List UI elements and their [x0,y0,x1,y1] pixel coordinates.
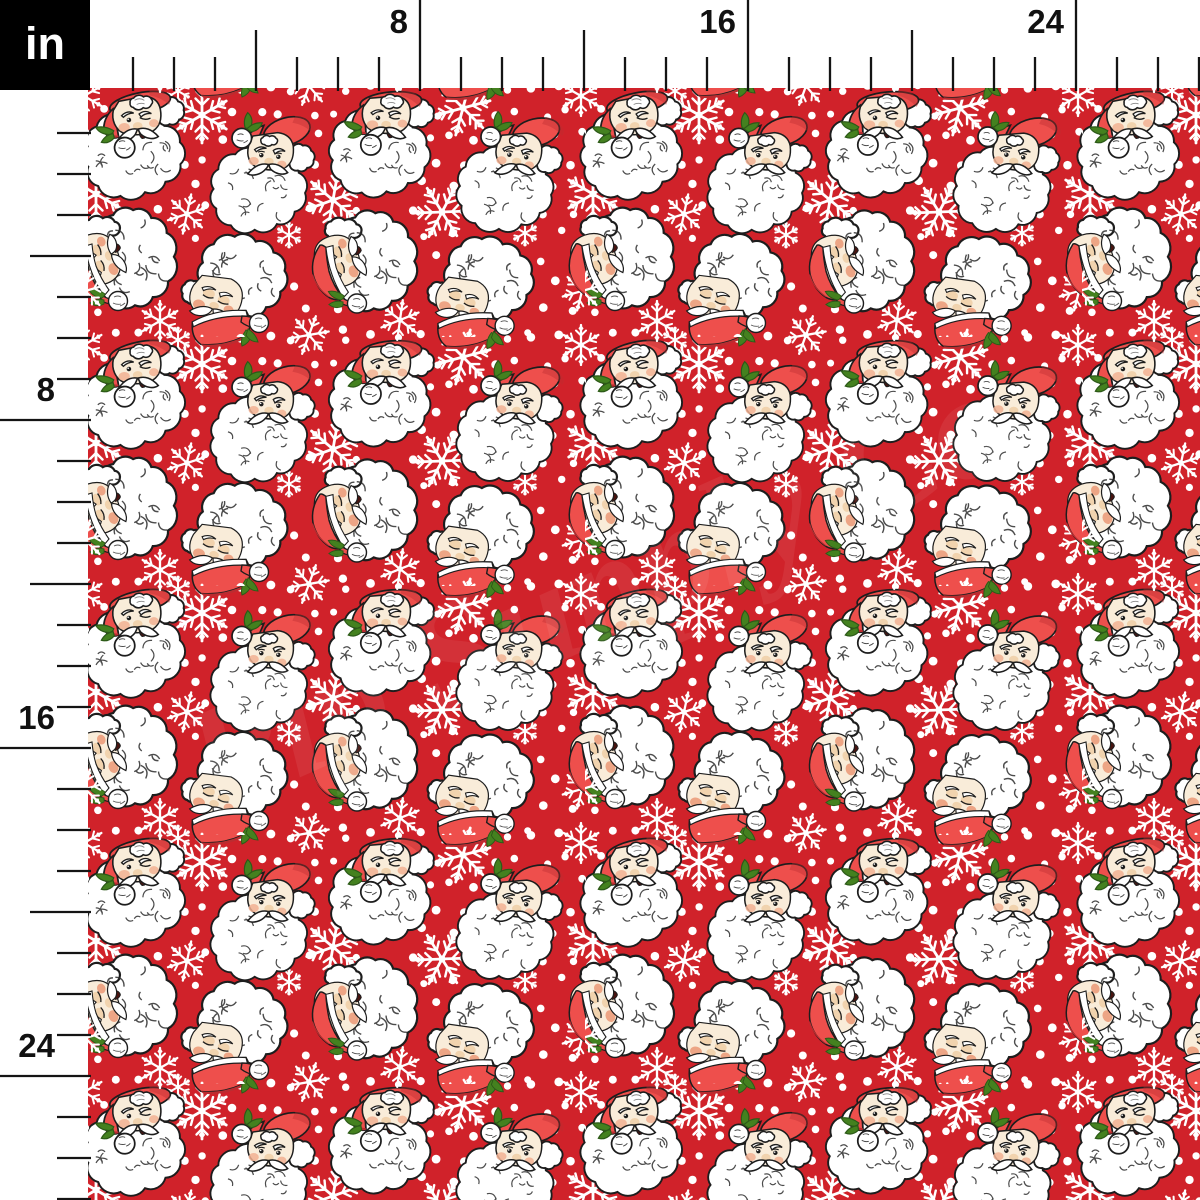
svg-text:16: 16 [699,3,736,40]
svg-text:24: 24 [18,1027,55,1064]
svg-text:16: 16 [18,699,55,736]
svg-text:8: 8 [390,3,408,40]
svg-text:8: 8 [37,371,55,408]
svg-text:in: in [25,18,65,69]
svg-text:24: 24 [1027,3,1064,40]
